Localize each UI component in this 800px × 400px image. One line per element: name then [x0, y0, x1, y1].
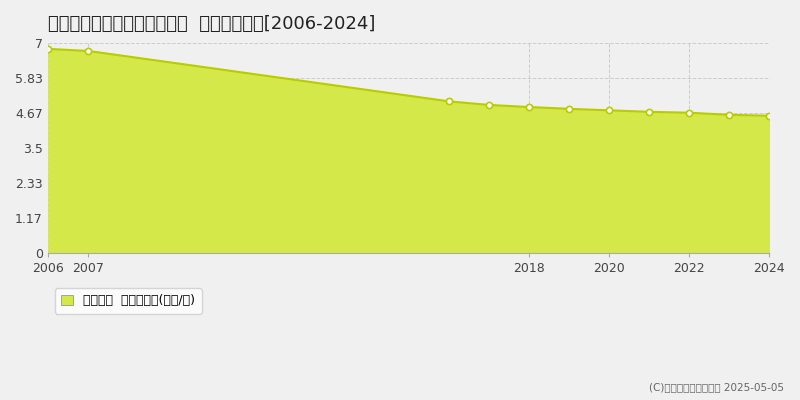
Point [522, 104, 535, 110]
Point [442, 98, 455, 104]
Point [482, 102, 495, 108]
Text: (C)土地価格ドットコム 2025-05-05: (C)土地価格ドットコム 2025-05-05 [649, 382, 784, 392]
Point [562, 106, 575, 112]
Text: 日高郡新ひだか町静内末広町  基準地価推移[2006-2024]: 日高郡新ひだか町静内末広町 基準地価推移[2006-2024] [49, 15, 376, 33]
Point [642, 109, 655, 115]
Point [82, 48, 95, 54]
Legend: 基準地価  平均坪単価(万円/坪): 基準地価 平均坪単価(万円/坪) [54, 288, 202, 314]
Point [42, 46, 55, 52]
Point [762, 112, 775, 119]
Point [602, 107, 615, 114]
Point [682, 110, 695, 116]
Point [722, 112, 735, 118]
